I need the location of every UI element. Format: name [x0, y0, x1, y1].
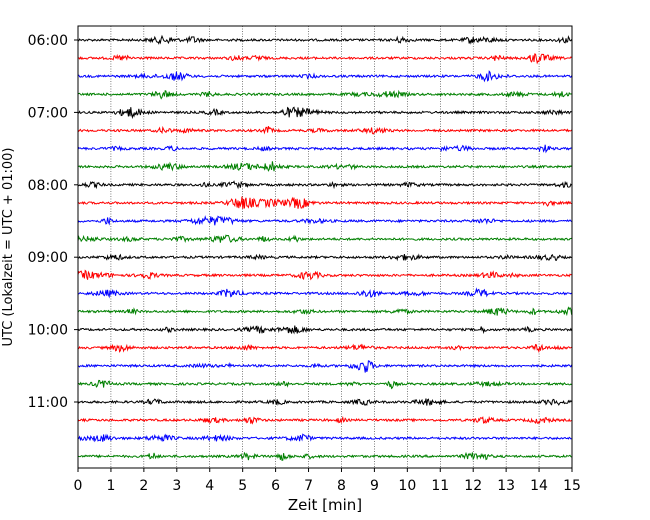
- trace-11: [77, 234, 572, 244]
- trace-6: [77, 144, 572, 154]
- x-tick-label: 0: [74, 478, 83, 494]
- trace-18: [77, 360, 573, 373]
- seismic-traces: [77, 34, 573, 461]
- x-tick-label: 5: [238, 478, 247, 494]
- trace-19: [77, 379, 572, 390]
- trace-2: [77, 70, 573, 83]
- y-tick-label: 09:00: [28, 250, 68, 266]
- trace-5: [77, 125, 572, 135]
- trace-12: [77, 253, 572, 262]
- y-tick-label: 08:00: [28, 178, 68, 194]
- y-tick-label: 10:00: [28, 323, 68, 339]
- y-axis-label: UTC (Lokalzeit = UTC + 01:00): [1, 148, 16, 347]
- grid-lines: [110, 26, 540, 468]
- x-tick-label: 8: [337, 478, 346, 494]
- plot-background: [78, 26, 572, 468]
- y-axis-ticks: 06:00 07:00 08:00 09:00 10:00 11:00: [28, 33, 78, 411]
- trace-23: [77, 451, 572, 461]
- trace-1: [77, 53, 572, 65]
- x-tick-label: 2: [139, 478, 148, 494]
- x-tick-label: 7: [304, 478, 313, 494]
- x-tick-label: 15: [563, 478, 581, 494]
- x-tick-label: 9: [370, 478, 379, 494]
- trace-7: [77, 161, 572, 172]
- y-tick-label: 11:00: [28, 395, 68, 411]
- trace-22: [77, 433, 572, 443]
- x-tick-label: 11: [431, 478, 449, 494]
- plot-frame: [77, 25, 573, 469]
- y-tick-label: 07:00: [28, 105, 68, 121]
- x-tick-label: 4: [205, 478, 214, 494]
- x-axis-ticks: 0 1 2 3 4 5 6 7 8 9 10 11 12 13 14 15: [74, 468, 581, 494]
- x-tick-label: 3: [172, 478, 181, 494]
- trace-21: [77, 415, 572, 425]
- trace-9: [77, 196, 572, 209]
- y-tick-label: 06:00: [28, 33, 68, 49]
- trace-14: [77, 287, 572, 299]
- trace-3: [77, 89, 572, 100]
- trace-16: [77, 325, 573, 335]
- x-tick-label: 14: [530, 478, 548, 494]
- trace-4: [77, 106, 572, 120]
- trace-13: [77, 269, 572, 281]
- trace-17: [77, 343, 572, 354]
- x-tick-label: 10: [398, 478, 416, 494]
- x-axis-label: Zeit [min]: [288, 496, 362, 514]
- x-tick-label: 13: [497, 478, 515, 494]
- trace-10: [77, 215, 572, 226]
- x-tick-label: 6: [271, 478, 280, 494]
- trace-20: [77, 398, 573, 406]
- x-tick-label: 12: [464, 478, 482, 494]
- trace-0: [77, 34, 573, 45]
- x-tick-label: 1: [106, 478, 115, 494]
- trace-15: [77, 306, 573, 317]
- trace-8: [77, 180, 572, 190]
